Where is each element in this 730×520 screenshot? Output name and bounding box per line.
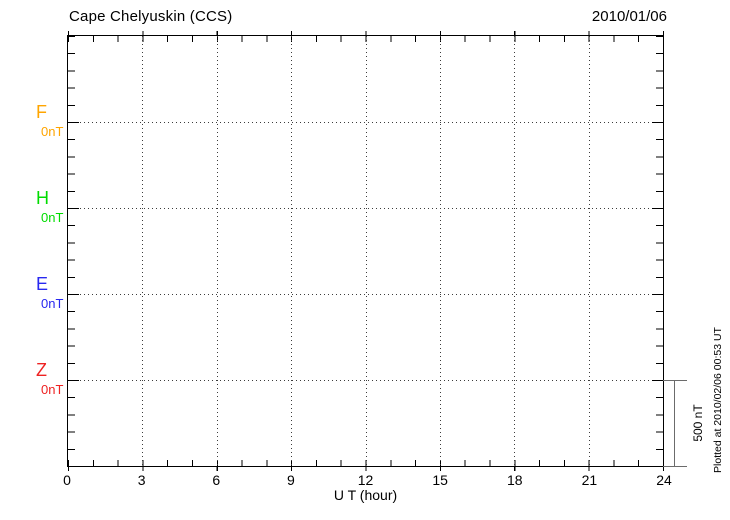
channel-baseline-value-E: 0nT: [41, 296, 64, 311]
vertical-gridline-21h: [588, 36, 590, 466]
channel-label-H: H: [36, 188, 49, 208]
baseline-E: [68, 294, 663, 295]
channel-baseline-value-H: 0nT: [41, 210, 64, 225]
station-title: Cape Chelyuskin (CCS): [69, 8, 233, 25]
plotted-at-note: Plotted at 2010/02/06 00:53 UT: [712, 327, 724, 473]
x-tick-label: 3: [137, 472, 146, 488]
vertical-gridline-6h: [216, 36, 218, 466]
channel-label-Z: Z: [36, 360, 47, 380]
vertical-gridline-15h: [439, 36, 441, 466]
top-axis-3h-outer-ticks: [68, 31, 664, 35]
scalebar-line: [674, 380, 675, 467]
x-axis-title: U T (hour): [333, 487, 398, 503]
x-tick-label: 6: [212, 472, 221, 488]
baseline-H: [68, 208, 663, 209]
channel-baseline-value-Z: 0nT: [41, 382, 64, 397]
left-axis-nt-ticks: [68, 36, 75, 466]
vertical-gridline-9h: [291, 36, 293, 466]
vertical-gridline-3h: [142, 36, 144, 466]
x-axis-tick-labels: 0 3 6 9 12 15 18 21 24: [63, 472, 672, 488]
scalebar-label: 500 nT: [691, 404, 705, 442]
scalebar-bottom-cap: [663, 466, 687, 467]
vertical-gridline-12h: [365, 36, 367, 466]
channel-label-E: E: [36, 274, 49, 294]
x-tick-label: 21: [581, 472, 598, 488]
channel-label-F: F: [36, 102, 47, 122]
plot-date: 2010/01/06: [591, 8, 667, 25]
bottom-axis-3h-outer-ticks: [68, 467, 664, 471]
channel-baseline-value-F: 0nT: [41, 124, 64, 139]
x-tick-label: 9: [286, 472, 295, 488]
right-axis-nt-ticks: [656, 36, 663, 466]
vertical-gridline-18h: [514, 36, 516, 466]
baseline-F: [68, 122, 663, 123]
plot-area: [67, 35, 664, 467]
x-tick-label: 24: [656, 472, 672, 488]
x-tick-label: 18: [506, 472, 523, 488]
x-tick-label: 0: [63, 472, 71, 488]
baseline-Z: [68, 380, 663, 381]
x-tick-label: 15: [432, 472, 448, 488]
scalebar-top-cap: [663, 380, 687, 381]
x-tick-label: 12: [357, 472, 374, 488]
